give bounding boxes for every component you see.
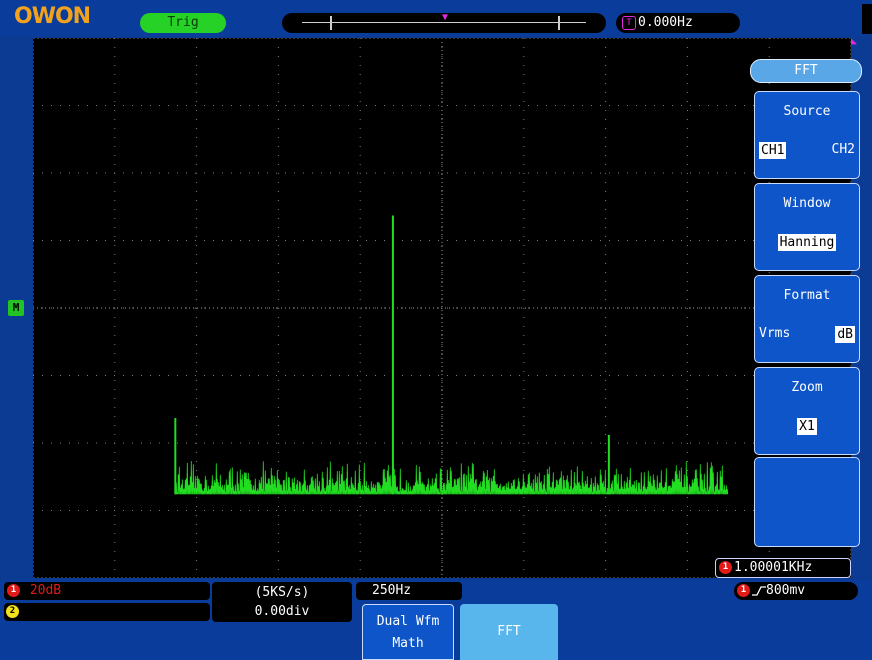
timeline-line: [302, 22, 586, 23]
trig-status[interactable]: Trig: [140, 13, 226, 33]
trigger-t-icon: T: [622, 15, 636, 30]
trigger-frequency: T 0.000Hz: [616, 13, 740, 33]
trigger-timeline[interactable]: ▼: [282, 12, 606, 33]
menu-item-source[interactable]: Source CH1 CH2: [754, 91, 860, 179]
rising-edge-icon: [752, 585, 766, 596]
corner-marker: [862, 4, 872, 34]
timeline-right-bracket: [558, 16, 560, 30]
fft-frequency-readout: 1 1.00001KHz: [715, 558, 851, 578]
option-ch1[interactable]: CH1: [759, 142, 787, 159]
timeline-trigger-mark-icon: ▼: [442, 12, 449, 23]
option-vrms[interactable]: Vrms: [759, 326, 791, 341]
ch2-icon: 2: [6, 605, 19, 618]
menu-item-window[interactable]: Window Hanning: [754, 183, 860, 271]
window-options: Hanning: [755, 234, 859, 251]
brand-logo: OWON: [14, 4, 91, 29]
screen-frame: [33, 38, 851, 578]
ch1-icon: 1: [7, 584, 20, 597]
menu-title: FFT: [750, 59, 862, 83]
ch1-scale: 20dB: [29, 583, 62, 598]
ch1-icon: 1: [719, 561, 732, 574]
menu-item-empty[interactable]: [754, 457, 860, 547]
horizontal-position: 0.00div: [254, 604, 310, 619]
waveform-display[interactable]: [33, 38, 851, 578]
menu-item-label: Window: [783, 196, 831, 211]
menu-item-format[interactable]: Format Vrms dB: [754, 275, 860, 363]
option-ch2[interactable]: CH2: [831, 142, 855, 157]
math-label: Math: [392, 636, 424, 651]
ch1-icon: 1: [737, 584, 750, 597]
math-channel-marker[interactable]: M: [8, 300, 24, 316]
top-bar: OWON Trig ▼ T 0.000Hz: [0, 0, 872, 36]
ch2-scale-box[interactable]: 2: [4, 603, 210, 621]
timebase-box[interactable]: (5KS/s) 0.00div: [212, 582, 352, 622]
option-x1[interactable]: X1: [797, 418, 817, 435]
trigger-position-icon: ◣: [851, 36, 858, 47]
option-hanning[interactable]: Hanning: [777, 234, 837, 251]
fft-trace: [174, 460, 729, 495]
menu-item-zoom[interactable]: Zoom X1: [754, 367, 860, 455]
dual-wfm-label: Dual Wfm: [376, 614, 440, 629]
menu-item-label: Zoom: [791, 380, 823, 395]
option-db[interactable]: dB: [835, 326, 855, 343]
ch1-scale-box[interactable]: 1 20dB: [4, 582, 210, 600]
dual-wfm-math-button[interactable]: Dual Wfm Math: [362, 604, 454, 660]
fft-chart: [33, 38, 851, 578]
source-options: CH1 CH2: [755, 142, 859, 159]
fft-button[interactable]: FFT: [460, 604, 558, 660]
frequency-per-div[interactable]: 250Hz: [356, 582, 462, 600]
sample-rate: (5KS/s): [254, 585, 310, 600]
trigger-level-box[interactable]: 1 800mv: [734, 582, 858, 600]
zoom-options: X1: [755, 418, 859, 435]
menu-item-label: Source: [783, 104, 831, 119]
timeline-left-bracket: [330, 16, 332, 30]
menu-item-label: Format: [783, 288, 831, 303]
trigger-level: 800mv: [766, 583, 806, 598]
format-options: Vrms dB: [755, 326, 859, 343]
